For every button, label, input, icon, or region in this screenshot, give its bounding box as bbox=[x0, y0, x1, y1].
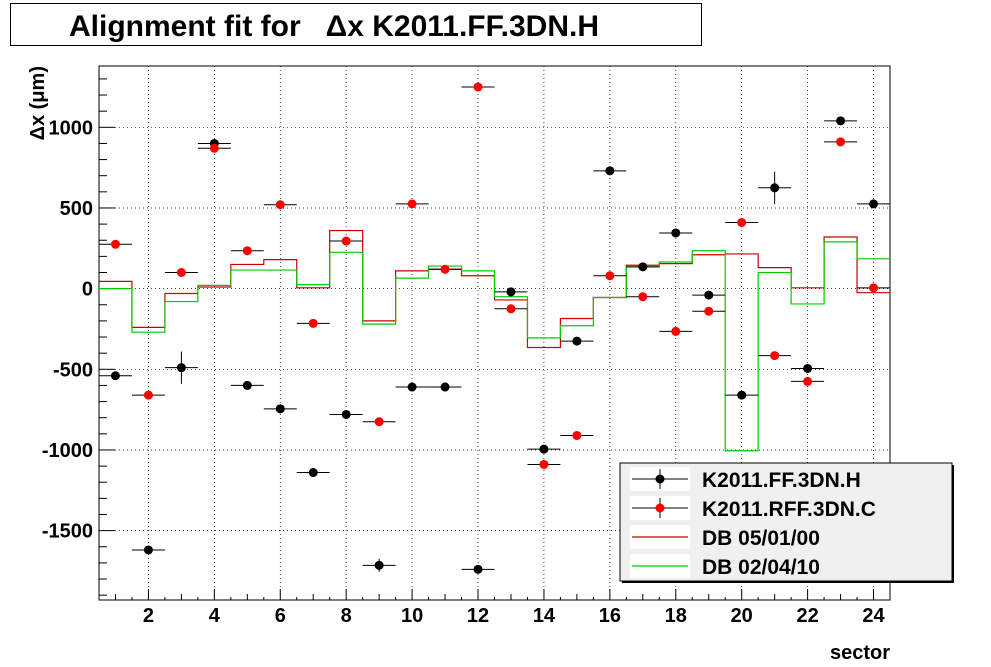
data-point bbox=[605, 166, 615, 176]
y-tick-label: -500 bbox=[53, 359, 93, 381]
x-tick-label: 20 bbox=[731, 605, 753, 627]
data-point bbox=[803, 363, 813, 373]
data-point bbox=[110, 371, 120, 381]
legend-marker bbox=[655, 503, 665, 513]
legend-entry: DB 05/01/00 bbox=[702, 527, 820, 550]
data-point bbox=[275, 200, 285, 210]
data-point bbox=[308, 318, 318, 328]
data-point bbox=[803, 376, 813, 386]
data-point bbox=[836, 137, 846, 147]
data-point bbox=[242, 380, 252, 390]
x-tick-label: 2 bbox=[143, 605, 154, 627]
data-point bbox=[143, 545, 153, 555]
data-point bbox=[539, 459, 549, 469]
data-point bbox=[440, 264, 450, 274]
data-point bbox=[242, 246, 252, 256]
data-point bbox=[572, 430, 582, 440]
data-point bbox=[737, 217, 747, 227]
x-tick-label: 18 bbox=[665, 605, 687, 627]
x-tick-label: 14 bbox=[533, 605, 556, 627]
data-point bbox=[176, 268, 186, 278]
x-tick-label: 8 bbox=[341, 605, 352, 627]
data-point bbox=[374, 560, 384, 570]
y-tick-label: -1500 bbox=[42, 521, 93, 543]
data-point bbox=[704, 306, 714, 316]
legend-entry: K2011.RFF.3DN.C bbox=[702, 498, 876, 521]
y-tick-label: 0 bbox=[82, 279, 93, 301]
data-point bbox=[341, 236, 351, 246]
data-point bbox=[638, 292, 648, 302]
title-box: Alignment fit for Δx K2011.FF.3DN.H bbox=[10, 3, 702, 46]
data-point bbox=[704, 290, 714, 300]
x-tick-label: 24 bbox=[862, 605, 885, 627]
x-tick-label: 16 bbox=[599, 605, 621, 627]
data-point bbox=[770, 351, 780, 361]
data-point bbox=[440, 382, 450, 392]
chart-title: Alignment fit for Δx K2011.FF.3DN.H bbox=[69, 10, 599, 43]
data-point bbox=[275, 404, 285, 414]
x-tick-label: 10 bbox=[401, 605, 423, 627]
data-point bbox=[836, 116, 846, 126]
y-tick-label: 500 bbox=[60, 198, 93, 220]
data-point bbox=[506, 304, 516, 314]
x-axis-label: sector bbox=[830, 642, 890, 664]
data-point bbox=[308, 468, 318, 478]
step-series bbox=[99, 241, 890, 452]
legend-marker bbox=[655, 474, 665, 484]
data-point bbox=[770, 183, 780, 193]
data-point bbox=[737, 390, 747, 400]
data-point bbox=[671, 228, 681, 238]
data-point bbox=[110, 239, 120, 249]
legend-entry: DB 02/04/10 bbox=[702, 556, 820, 579]
data-point bbox=[638, 262, 648, 272]
data-point bbox=[407, 382, 417, 392]
data-point bbox=[605, 271, 615, 281]
y-tick-label: 1000 bbox=[49, 117, 94, 139]
x-tick-label: 12 bbox=[467, 605, 489, 627]
data-point bbox=[176, 363, 186, 373]
data-point bbox=[341, 409, 351, 419]
data-point bbox=[671, 326, 681, 336]
legend-entry: K2011.FF.3DN.H bbox=[702, 469, 861, 492]
data-point bbox=[473, 82, 483, 92]
data-point bbox=[539, 444, 549, 454]
data-point bbox=[143, 390, 153, 400]
data-point bbox=[869, 283, 879, 293]
data-point bbox=[473, 564, 483, 574]
x-tick-label: 4 bbox=[209, 605, 221, 627]
y-tick-label: -1000 bbox=[42, 440, 93, 462]
data-point bbox=[374, 417, 384, 427]
y-axis-label: Δx (μm) bbox=[27, 66, 49, 140]
data-point bbox=[572, 336, 582, 346]
x-tick-label: 22 bbox=[796, 605, 818, 627]
data-point bbox=[506, 287, 516, 297]
data-point bbox=[407, 199, 417, 209]
data-point bbox=[869, 199, 879, 209]
x-tick-label: 6 bbox=[275, 605, 286, 627]
data-point bbox=[209, 143, 219, 153]
